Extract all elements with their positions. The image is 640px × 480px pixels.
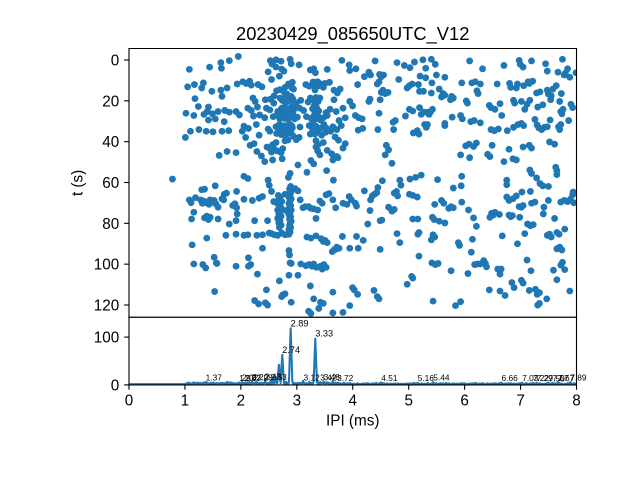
svg-text:7.50: 7.50 [549, 373, 566, 383]
svg-text:6.66: 6.66 [502, 373, 519, 383]
svg-text:2.89: 2.89 [291, 318, 309, 328]
svg-text:100: 100 [94, 330, 119, 347]
svg-text:60: 60 [102, 175, 119, 192]
svg-text:3.72: 3.72 [337, 373, 354, 383]
svg-text:40: 40 [102, 134, 119, 151]
svg-text:3.33: 3.33 [315, 329, 333, 339]
svg-text:1: 1 [181, 393, 189, 410]
svg-text:4: 4 [348, 393, 357, 410]
svg-text:100: 100 [94, 257, 119, 274]
svg-text:2.20: 2.20 [252, 372, 269, 382]
svg-text:t (s): t (s) [69, 170, 86, 196]
svg-text:5.44: 5.44 [433, 372, 450, 382]
svg-text:2.28: 2.28 [257, 372, 274, 382]
svg-text:120: 120 [94, 298, 119, 315]
svg-text:2.53: 2.53 [271, 372, 288, 382]
svg-text:3.48: 3.48 [324, 372, 341, 382]
svg-text:0: 0 [111, 53, 120, 70]
svg-text:2.02: 2.02 [242, 372, 259, 382]
svg-text:1.37: 1.37 [206, 372, 223, 382]
svg-text:20: 20 [102, 93, 119, 110]
svg-text:7.03: 7.03 [522, 373, 539, 383]
svg-text:2.74: 2.74 [282, 345, 300, 355]
svg-text:8: 8 [572, 393, 581, 410]
svg-text:7.67: 7.67 [558, 373, 575, 383]
svg-text:2: 2 [237, 393, 246, 410]
svg-text:4.51: 4.51 [381, 373, 398, 383]
svg-text:5: 5 [404, 393, 412, 410]
svg-text:0: 0 [125, 393, 134, 410]
svg-text:6: 6 [460, 393, 469, 410]
svg-text:7: 7 [516, 393, 525, 410]
svg-text:7.89: 7.89 [570, 372, 587, 382]
svg-text:3.12: 3.12 [304, 372, 321, 382]
svg-text:1.97: 1.97 [239, 373, 256, 383]
svg-text:3.42: 3.42 [320, 372, 337, 382]
svg-text:3: 3 [293, 393, 302, 410]
svg-text:2.43: 2.43 [265, 371, 282, 381]
svg-text:0: 0 [111, 377, 120, 394]
svg-text:2.07: 2.07 [245, 373, 262, 383]
svg-text:IPI (ms): IPI (ms) [326, 412, 379, 429]
svg-text:7.57: 7.57 [552, 373, 569, 383]
svg-text:7.29: 7.29 [537, 373, 554, 383]
svg-text:7.22: 7.22 [533, 373, 550, 383]
svg-text:20230429_085650UTC_V12: 20230429_085650UTC_V12 [236, 23, 469, 45]
svg-text:5.16: 5.16 [418, 373, 435, 383]
svg-text:80: 80 [102, 216, 119, 233]
